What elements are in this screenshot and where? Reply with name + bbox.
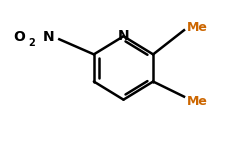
Text: 2: 2 [28, 38, 35, 48]
Text: Me: Me [186, 95, 207, 108]
Text: Me: Me [186, 21, 207, 34]
Text: N: N [118, 29, 129, 43]
Text: N: N [43, 30, 55, 44]
Text: O: O [14, 30, 25, 44]
